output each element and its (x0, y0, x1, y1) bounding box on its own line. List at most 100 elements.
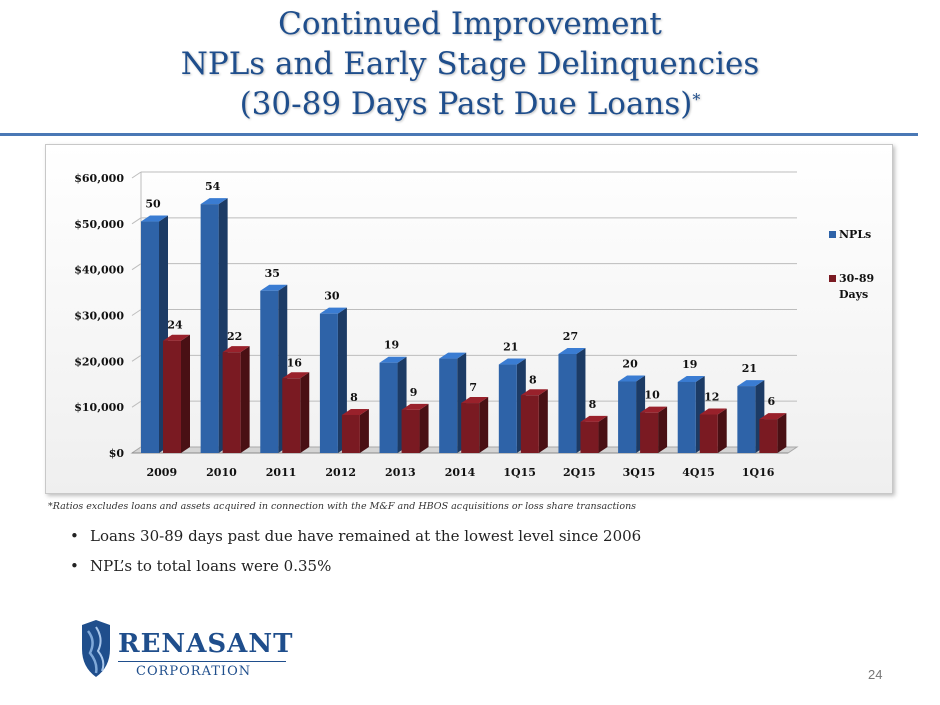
data-label: 20 (622, 358, 638, 371)
bar-group (699, 408, 727, 453)
days-bar (580, 421, 599, 453)
bar-side (598, 415, 608, 453)
legend-swatch-days (829, 275, 836, 282)
gridline-depth (131, 354, 142, 362)
bar-top (282, 372, 310, 379)
bar-top (163, 334, 190, 341)
npl-bar (618, 381, 637, 453)
y-tick-label: $40,000 (74, 264, 124, 277)
data-label: 22 (227, 330, 242, 343)
bar-group (222, 346, 250, 453)
bar-top (737, 380, 765, 387)
y-tick-label: $0 (109, 447, 125, 460)
bar-group (461, 397, 489, 453)
data-label: 7 (469, 381, 477, 394)
logo-emblem-icon (82, 620, 110, 677)
bar-group (640, 406, 668, 453)
bar-top (640, 406, 668, 413)
bar-top (319, 307, 347, 314)
data-label: 54 (205, 180, 221, 193)
gridline-depth (131, 171, 142, 179)
bar-chart: $0 $10,000 $20,000 $30,000 $40,000 $50,000 $60… (74, 171, 874, 479)
title-line-3: (30-89 Days Past Due Loans)* (0, 84, 940, 124)
bar-group (558, 348, 586, 453)
bar-top (439, 352, 467, 359)
bar-group (341, 408, 369, 453)
data-label: 30 (324, 290, 340, 303)
bar-top (401, 403, 429, 410)
page-number: 24 (868, 667, 883, 682)
footnote: *Ratios excludes loans and assets acquir… (48, 501, 637, 512)
y-tick-label: $20,000 (74, 355, 124, 368)
bar-side (240, 346, 250, 453)
bar-side (717, 408, 727, 453)
legend-label-days-2: Days (839, 288, 868, 301)
gridline-depth (131, 400, 142, 408)
bar-side (777, 413, 787, 453)
gridline-depth (131, 217, 142, 225)
data-label: 35 (265, 267, 280, 280)
data-label: 21 (742, 362, 757, 375)
bar-top (222, 346, 250, 353)
bullet-item: NPL’s to total loans were 0.35% (70, 551, 641, 581)
x-tick-label: 2011 (266, 466, 297, 479)
y-tick-label: $60,000 (74, 172, 124, 185)
npl-bar (141, 221, 159, 453)
x-tick-label: 2014 (445, 466, 476, 479)
gridline-depth (131, 309, 142, 316)
data-label: 8 (529, 373, 537, 386)
legend-label-npls: NPLs (839, 228, 871, 241)
bar-group (737, 380, 765, 453)
bullet-item: Loans 30-89 days past due have remained … (70, 521, 641, 551)
days-bar (401, 409, 420, 453)
data-label: 19 (384, 339, 399, 352)
title-line-2: NPLs and Early Stage Delinquencies (180, 46, 760, 82)
npl-bar (439, 358, 458, 453)
logo-subtitle: CORPORATION (136, 664, 252, 679)
x-tick-label: 2009 (147, 466, 178, 479)
bar-top (558, 348, 586, 354)
bar-top (580, 415, 608, 422)
npl-bar (379, 362, 398, 453)
x-tick-label: 2012 (325, 466, 356, 479)
days-bar (640, 412, 659, 453)
days-bar (520, 395, 539, 453)
bullet-list: Loans 30-89 days past due have remained … (70, 521, 641, 581)
bar-side (181, 334, 190, 453)
npl-bar (260, 290, 279, 453)
days-bar (282, 378, 301, 453)
data-label: 21 (503, 341, 518, 354)
bar-top (699, 408, 727, 415)
x-tick-label: 2Q15 (563, 466, 596, 479)
data-label: 9 (410, 386, 418, 399)
bar-side (300, 372, 310, 453)
days-bar (461, 403, 480, 453)
gridline-depth (131, 263, 142, 271)
npl-bar (200, 204, 219, 453)
bar-top (341, 408, 369, 415)
data-label: 12 (704, 391, 719, 404)
npl-bar (319, 313, 338, 453)
bar-group (520, 389, 548, 453)
bar-top (677, 375, 705, 382)
data-label: 6 (768, 395, 776, 408)
bar-top (200, 198, 228, 205)
bar-side (479, 397, 489, 453)
bar-top (461, 397, 489, 404)
bar-top (141, 215, 168, 222)
bar-group (580, 415, 608, 453)
bar-side (419, 403, 429, 453)
bar-group (282, 372, 310, 453)
bar-top (520, 389, 548, 396)
npl-bar (558, 354, 577, 453)
bar-top (260, 284, 288, 291)
logo-rule (118, 661, 286, 662)
npl-bar (498, 364, 517, 453)
npl-bar (737, 386, 756, 453)
x-tick-label: 1Q15 (503, 466, 536, 479)
title-divider (0, 133, 918, 136)
data-label: 8 (350, 391, 358, 404)
y-tick-label: $10,000 (74, 401, 124, 414)
x-tick-label: 3Q15 (623, 466, 656, 479)
x-tick-label: 2013 (385, 466, 416, 479)
